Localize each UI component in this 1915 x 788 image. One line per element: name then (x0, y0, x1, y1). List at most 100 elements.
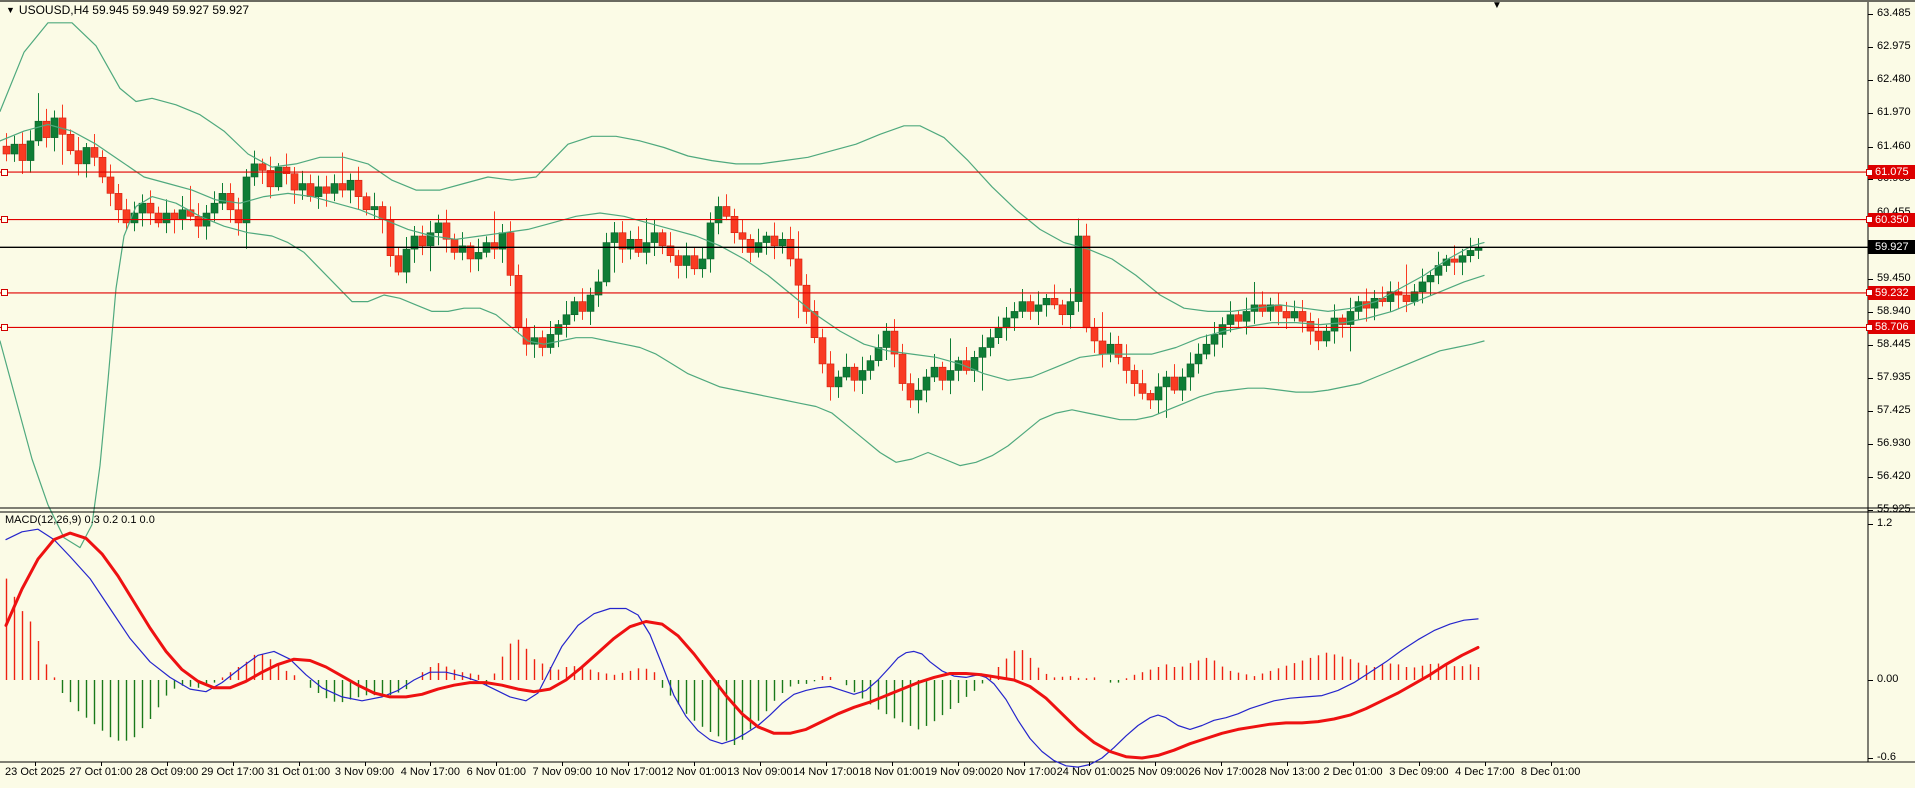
bull-candle (210, 202, 219, 214)
bull-candle (842, 366, 851, 378)
time-axis-label[interactable]: 8 Dec 01:00 (1521, 766, 1581, 778)
time-axis-label[interactable]: 4 Nov 17:00 (400, 766, 461, 778)
hline-axis-anchor[interactable] (1866, 323, 1873, 331)
time-axis-tick (825, 762, 827, 766)
bear-candle (306, 183, 315, 197)
hline-axis-anchor[interactable] (1866, 289, 1873, 297)
bear-candle (1050, 298, 1059, 306)
bull-candle (1218, 324, 1227, 335)
bull-candle (698, 258, 707, 270)
hline-drag-handle[interactable] (1, 289, 8, 297)
time-axis-label[interactable]: 7 Nov 09:00 (532, 766, 592, 778)
candlestick-series (2, 93, 1483, 418)
price-axis-tick (1868, 443, 1873, 445)
bear-candle (770, 235, 779, 247)
bull-candle (946, 370, 955, 381)
time-axis-label[interactable]: 29 Oct 17:00 (201, 766, 265, 778)
bull-candle (954, 360, 963, 371)
price-axis-tick (1868, 344, 1873, 346)
hline-drag-handle[interactable] (1, 168, 8, 176)
chart-shift-marker-icon[interactable]: ▼ (1492, 0, 1502, 11)
axes-frame (0, 0, 1915, 763)
hline-axis-anchor[interactable] (1866, 216, 1873, 224)
bull-candle (1042, 298, 1051, 306)
symbol-dropdown-icon[interactable]: ▼ (6, 5, 15, 15)
bull-candle (546, 334, 555, 348)
bull-candle (34, 120, 43, 142)
bull-candle (410, 235, 419, 250)
macd-axis-label: 1.2 (1877, 517, 1893, 529)
time-axis-label[interactable]: 24 Nov 01:00 (1056, 766, 1123, 778)
time-axis-tick (1089, 762, 1091, 766)
time-axis-label[interactable]: 4 Dec 17:00 (1455, 766, 1515, 778)
bull-candle (1186, 363, 1195, 378)
time-axis-label[interactable]: 23 Oct 2025 (5, 766, 65, 778)
hline-price-badge: 60.350 (1868, 212, 1915, 227)
bull-candle (986, 337, 995, 348)
time-axis-label[interactable]: 28 Nov 13:00 (1254, 766, 1320, 778)
bull-candle (994, 327, 1003, 338)
bear-candle (282, 166, 291, 174)
bear-candle (114, 193, 123, 211)
bull-candle (242, 176, 251, 224)
time-axis-label[interactable]: 28 Oct 09:00 (135, 766, 199, 778)
bear-candle (1098, 340, 1107, 355)
bull-candle (1290, 311, 1299, 319)
price-axis-label: 58.940 (1877, 305, 1911, 318)
price-axis-label: 58.445 (1877, 337, 1911, 350)
time-axis-label[interactable]: 19 Nov 09:00 (924, 766, 991, 778)
time-axis-tick (1550, 762, 1552, 766)
bear-candle (58, 117, 67, 135)
bear-candle (890, 330, 899, 355)
time-axis-label[interactable]: 18 Nov 01:00 (858, 766, 925, 778)
bear-candle (506, 232, 515, 276)
price-axis-tick (1868, 47, 1873, 49)
time-axis-label[interactable]: 14 Nov 17:00 (793, 766, 859, 778)
time-axis-label[interactable]: 12 Nov 01:00 (661, 766, 727, 778)
bear-candle (1026, 301, 1035, 312)
macd-axis-tick (1868, 524, 1873, 525)
hline-drag-handle[interactable] (1, 216, 8, 224)
time-axis-label[interactable]: 25 Nov 09:00 (1122, 766, 1189, 778)
horizontal-price-lines[interactable] (0, 171, 1868, 328)
time-axis-tick (232, 762, 234, 766)
time-axis-label[interactable]: 10 Nov 17:00 (595, 766, 661, 778)
bear-candle (746, 238, 755, 253)
bull-candle (1178, 376, 1187, 391)
bear-candle (490, 242, 499, 250)
time-axis-tick (496, 762, 498, 766)
time-axis-label[interactable]: 31 Oct 01:00 (267, 766, 331, 778)
time-axis-tick (1023, 762, 1025, 766)
price-axis-tick (1868, 278, 1873, 280)
time-axis-label[interactable]: 13 Nov 09:00 (727, 766, 793, 778)
bear-candle (98, 156, 107, 178)
time-axis-label[interactable]: 6 Nov 01:00 (466, 766, 526, 778)
price-axis-tick (1868, 13, 1873, 15)
hline-drag-handle[interactable] (1, 323, 8, 331)
time-axis-label[interactable]: 3 Nov 09:00 (334, 766, 395, 778)
time-axis-tick (628, 762, 630, 766)
bear-candle (234, 209, 243, 224)
time-axis-label[interactable]: 27 Oct 01:00 (69, 766, 133, 778)
time-axis-tick (1418, 762, 1420, 766)
bear-candle (194, 216, 203, 227)
macd-indicator (4, 528, 1480, 768)
hline-axis-anchor[interactable] (1866, 168, 1873, 176)
bollinger-bands (0, 22, 1485, 549)
bear-candle (442, 222, 451, 240)
price-axis-tick (1868, 477, 1873, 479)
time-axis-tick (1221, 762, 1223, 766)
bear-candle (786, 238, 795, 260)
time-axis-label[interactable]: 2 Dec 01:00 (1323, 766, 1383, 778)
bull-candle (714, 206, 723, 224)
price-axis-tick (1868, 509, 1873, 511)
time-axis-label[interactable]: 3 Dec 09:00 (1389, 766, 1449, 778)
bear-candle (170, 212, 179, 220)
time-axis-label[interactable]: 20 Nov 17:00 (990, 766, 1057, 778)
price-axis-tick (1868, 146, 1873, 148)
time-axis-label[interactable]: 26 Nov 17:00 (1188, 766, 1254, 778)
bear-candle (42, 120, 51, 138)
bull-candle (1202, 343, 1211, 355)
bull-candle (10, 143, 19, 155)
